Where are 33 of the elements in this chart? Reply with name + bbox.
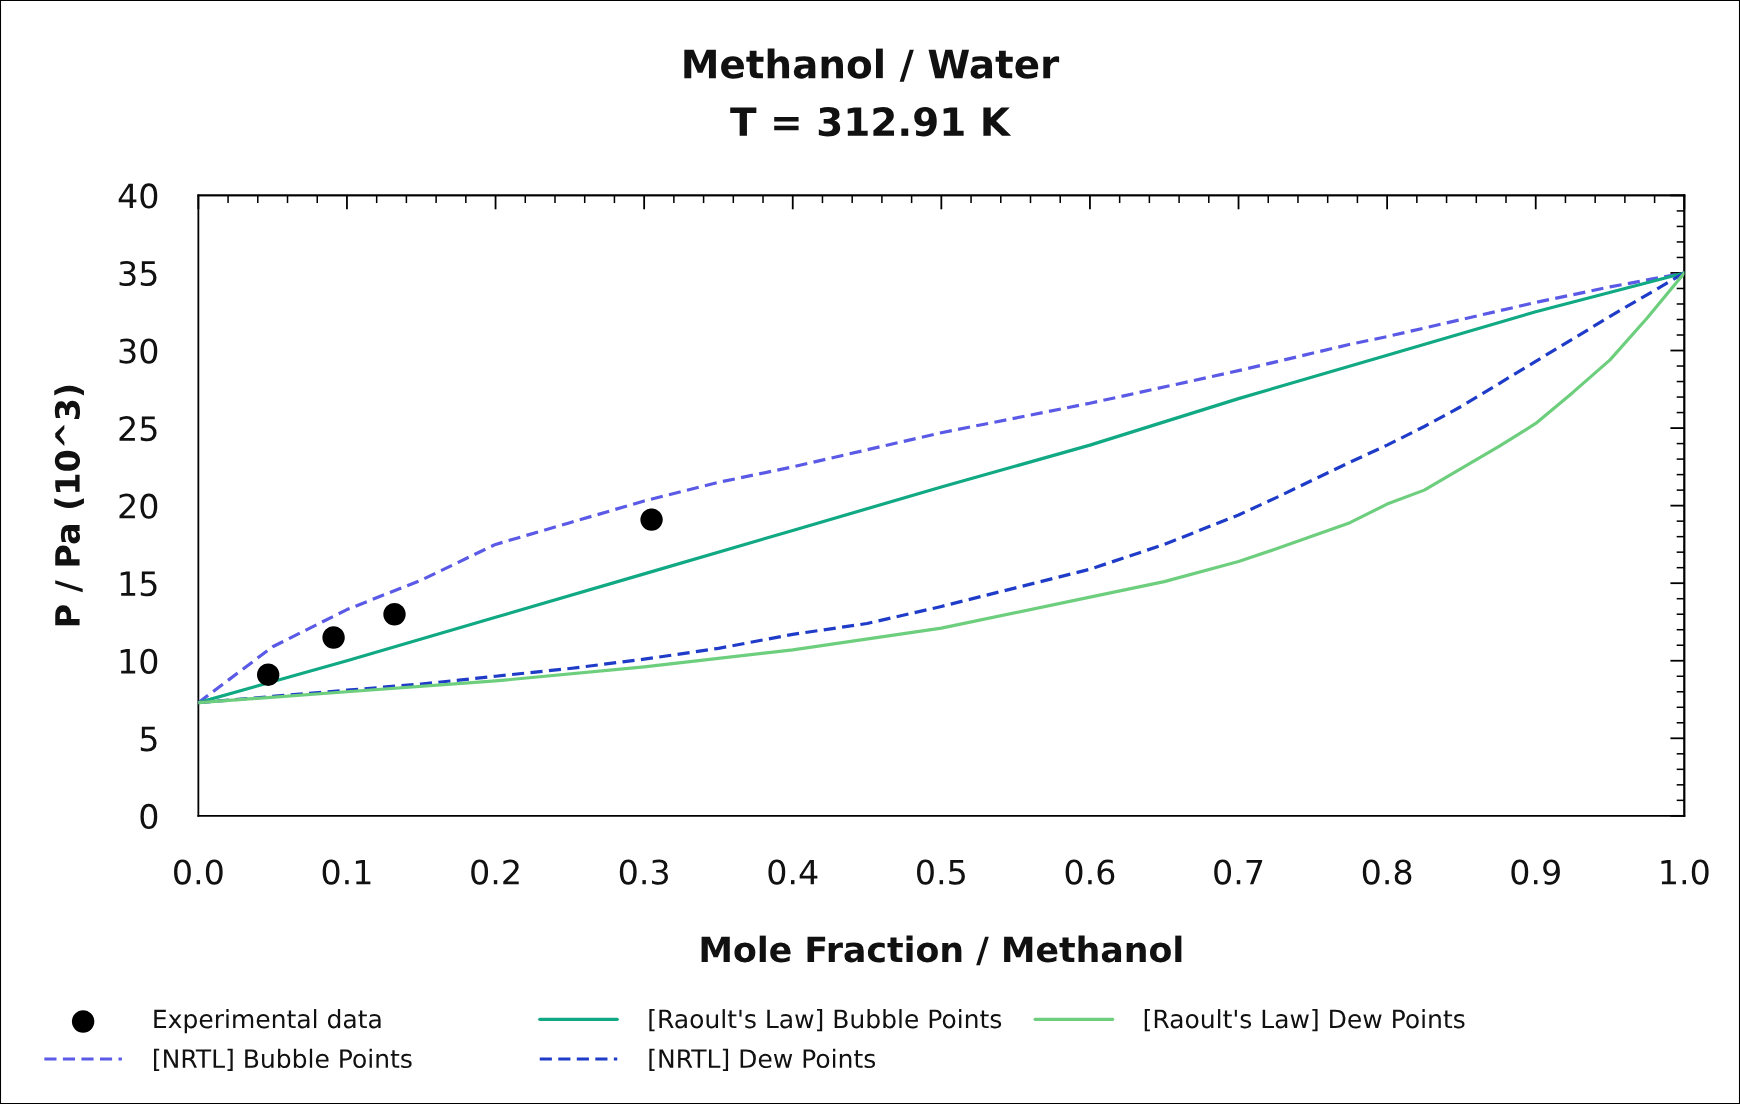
x-tick-label: 0.2 <box>471 859 519 885</box>
point <box>383 603 406 626</box>
x-tick-label: 0.8 <box>1362 859 1412 885</box>
y-axis-title: P / Pa (10^3) <box>54 385 84 626</box>
y-tick-label: 0 <box>140 803 158 829</box>
x-tick-label: 0.1 <box>322 859 371 885</box>
x-tick-label: 0.5 <box>917 859 965 885</box>
y-tick-label: 25 <box>119 416 157 442</box>
x-tick-label: 1.0 <box>1661 859 1709 885</box>
x-tick-label: 0.6 <box>1065 859 1115 885</box>
point <box>257 663 280 686</box>
legend-label: [Raoult's Law] Bubble Points <box>649 1009 1002 1032</box>
x-tick-label: 0.9 <box>1511 859 1560 885</box>
y-tick-label: 40 <box>118 183 158 209</box>
y-tick-label: 10 <box>120 648 158 674</box>
x-tick-label: 0.7 <box>1214 859 1263 885</box>
legend-label: [NRTL] Bubble Points <box>154 1048 412 1072</box>
line-series <box>198 271 1685 705</box>
point <box>640 508 663 531</box>
y-tick-label: 30 <box>119 338 158 364</box>
x-axis-title: Mole Fraction / Methanol <box>701 935 1182 966</box>
x-tick-label: 0.0 <box>174 859 223 885</box>
chart-title: Methanol / Water T = 312.91 K <box>684 48 1060 137</box>
legend-label: Experimental data <box>154 1009 381 1034</box>
y-tick-label: 20 <box>119 493 158 519</box>
y-tick-label: 35 <box>119 260 157 287</box>
legend-label: [NRTL] Dew Points <box>649 1048 876 1072</box>
y-tick-label: 5 <box>140 726 157 752</box>
x-tick-label: 0.4 <box>768 859 818 885</box>
point <box>322 626 345 649</box>
y-tick-label: 15 <box>120 571 157 597</box>
legend-label: [Raoult's Law] Dew Points <box>1144 1009 1465 1032</box>
x-tick-label: 0.3 <box>619 859 668 885</box>
